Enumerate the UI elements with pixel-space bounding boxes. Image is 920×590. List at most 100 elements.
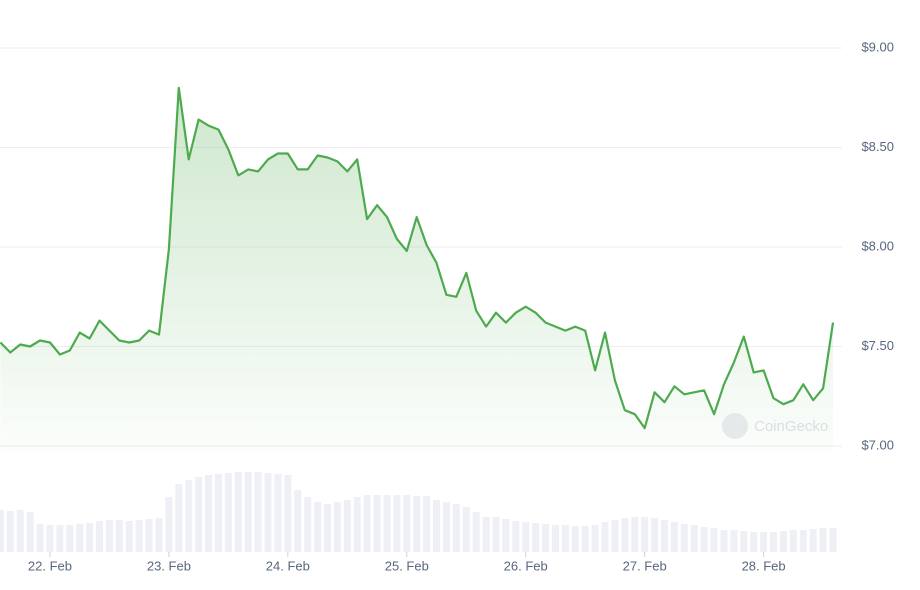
volume-bar bbox=[551, 525, 559, 552]
volume-bar bbox=[452, 504, 460, 552]
volume-bar bbox=[700, 527, 708, 552]
volume-bar bbox=[224, 473, 232, 552]
volume-bar bbox=[26, 512, 34, 552]
volume-bar bbox=[175, 484, 183, 552]
volume-bar bbox=[571, 526, 579, 552]
volume-bar bbox=[6, 511, 14, 552]
x-tick-label: 28. Feb bbox=[742, 558, 786, 573]
volume-bar bbox=[413, 496, 421, 552]
volume-bars bbox=[0, 472, 837, 552]
volume-bar bbox=[205, 475, 213, 552]
volume-bar bbox=[96, 521, 104, 552]
volume-bar bbox=[492, 517, 500, 552]
volume-bar bbox=[779, 531, 787, 552]
volume-bar bbox=[125, 521, 133, 552]
volume-bar bbox=[611, 520, 619, 552]
volume-bar bbox=[770, 532, 778, 552]
volume-bar bbox=[819, 528, 827, 552]
volume-bar bbox=[56, 525, 64, 552]
volume-bar bbox=[145, 519, 153, 552]
volume-bar bbox=[314, 502, 322, 552]
volume-bar bbox=[799, 530, 807, 552]
volume-bar bbox=[105, 520, 113, 552]
x-tick-label: 24. Feb bbox=[266, 558, 310, 573]
y-tick-label: $9.00 bbox=[861, 39, 894, 54]
price-line bbox=[0, 86, 835, 430]
volume-bar bbox=[76, 524, 84, 552]
volume-bar bbox=[234, 472, 242, 552]
volume-bar bbox=[284, 475, 292, 552]
x-tick-label: 25. Feb bbox=[385, 558, 429, 573]
volume-bar bbox=[195, 477, 203, 552]
volume-bar bbox=[670, 522, 678, 552]
volume-bar bbox=[433, 500, 441, 552]
volume-bar bbox=[423, 496, 431, 552]
grid: $7.00 $7.50 $8.00 $8.50 $9.00 22. Feb 23. Feb 2… bbox=[0, 39, 894, 573]
volume-bar bbox=[641, 517, 649, 552]
volume-bar bbox=[16, 510, 24, 552]
plot bbox=[0, 86, 835, 453]
x-tick-label: 26. Feb bbox=[504, 558, 548, 573]
volume-bar bbox=[720, 530, 728, 552]
watermark: CoinGecko bbox=[754, 418, 828, 435]
volume-bar bbox=[135, 520, 143, 552]
price-area bbox=[0, 87, 833, 453]
x-tick-label: 23. Feb bbox=[147, 558, 191, 573]
volume-bar bbox=[740, 531, 748, 552]
volume-bar bbox=[254, 472, 262, 552]
volume-bar bbox=[264, 473, 272, 552]
volume-bar bbox=[185, 480, 193, 552]
volume-bar bbox=[621, 518, 629, 552]
volume-bar bbox=[393, 495, 401, 552]
volume-bar bbox=[522, 522, 530, 552]
volume-bar bbox=[542, 524, 550, 552]
volume-bar bbox=[631, 517, 639, 552]
volume-bar bbox=[343, 500, 351, 552]
volume-bar bbox=[482, 517, 490, 552]
volume-bar bbox=[333, 502, 341, 552]
volume-bar bbox=[46, 525, 54, 552]
volume-bar bbox=[165, 497, 173, 552]
volume-bar bbox=[591, 525, 599, 552]
volume-bar bbox=[294, 490, 302, 552]
y-tick-label: $8.50 bbox=[861, 139, 894, 154]
volume-bar bbox=[601, 522, 609, 552]
volume-bar bbox=[442, 502, 450, 552]
volume-bar bbox=[214, 474, 222, 552]
y-tick-label: $7.50 bbox=[861, 338, 894, 353]
volume-bar bbox=[383, 495, 391, 552]
x-tick-label: 27. Feb bbox=[623, 558, 667, 573]
volume-bar bbox=[353, 497, 361, 552]
volume-bar bbox=[581, 526, 589, 552]
volume-bar bbox=[304, 497, 312, 552]
volume-bar bbox=[115, 520, 123, 552]
volume-bar bbox=[472, 512, 480, 552]
volume-bar bbox=[690, 525, 698, 552]
volume-bar bbox=[373, 495, 381, 552]
volume-bar bbox=[561, 525, 569, 552]
volume-bar bbox=[86, 523, 94, 552]
watermark-group: CoinGecko bbox=[722, 413, 828, 439]
volume-bar bbox=[462, 507, 470, 552]
volume-bar bbox=[680, 524, 688, 552]
volume-bar bbox=[502, 519, 510, 552]
volume-bar bbox=[750, 532, 758, 552]
volume-bar bbox=[323, 504, 331, 552]
volume-bar bbox=[809, 529, 817, 552]
y-tick-label: $7.00 bbox=[861, 437, 894, 452]
volume-bar bbox=[789, 530, 797, 552]
volume-bar bbox=[66, 525, 74, 552]
volume-bar bbox=[730, 530, 738, 552]
volume-bar bbox=[363, 495, 371, 552]
volume-bar bbox=[244, 472, 252, 552]
volume-bar bbox=[403, 495, 411, 552]
volume-bar bbox=[829, 528, 837, 552]
volume-bar bbox=[512, 521, 520, 552]
volume-bar bbox=[155, 518, 163, 552]
x-tick-label: 22. Feb bbox=[28, 558, 72, 573]
y-tick-label: $8.00 bbox=[861, 238, 894, 253]
watermark-logo bbox=[722, 413, 748, 439]
volume-bar bbox=[710, 528, 718, 552]
volume-bar bbox=[760, 532, 768, 552]
